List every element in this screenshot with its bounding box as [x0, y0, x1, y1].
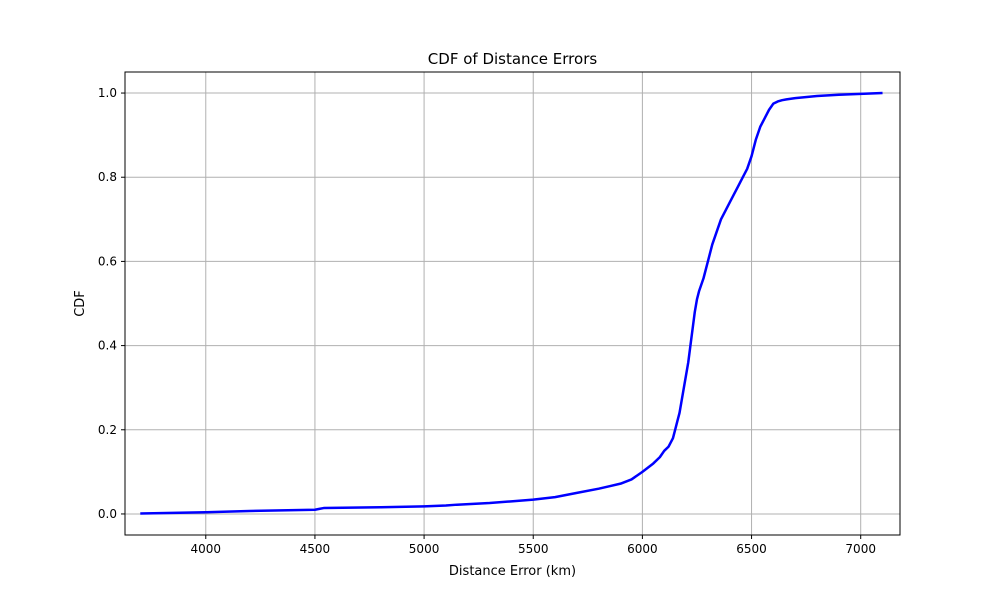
y-tick-label: 1.0: [98, 86, 117, 100]
grid-lines: [125, 72, 900, 535]
x-tick-label: 6000: [627, 542, 658, 556]
x-tick-label: 6500: [736, 542, 767, 556]
y-tick-label: 0.6: [98, 254, 117, 268]
x-tick-label: 5000: [409, 542, 440, 556]
x-tick-label: 5500: [518, 542, 549, 556]
x-tick-label: 4000: [191, 542, 222, 556]
series-layer: [140, 91, 883, 515]
x-tick-label: 7000: [845, 542, 876, 556]
plot-area-frame: [124, 71, 901, 536]
cdf-line: [140, 91, 883, 515]
y-tick-label: 0.0: [98, 507, 117, 521]
y-tick-label: 0.4: [98, 339, 117, 353]
y-tick-label: 0.8: [98, 170, 117, 184]
y-axis-label: CDF: [73, 290, 88, 317]
tick-layer: 4000 4500 5000 5500 6000 6500 7000 0.0 0.2 0.4 0.6…: [98, 86, 876, 556]
chart-title: CDF of Distance Errors: [428, 50, 598, 68]
x-tick-label: 4500: [300, 542, 331, 556]
x-axis-label: Distance Error (km): [449, 564, 576, 579]
y-tick-label: 0.2: [98, 423, 117, 437]
